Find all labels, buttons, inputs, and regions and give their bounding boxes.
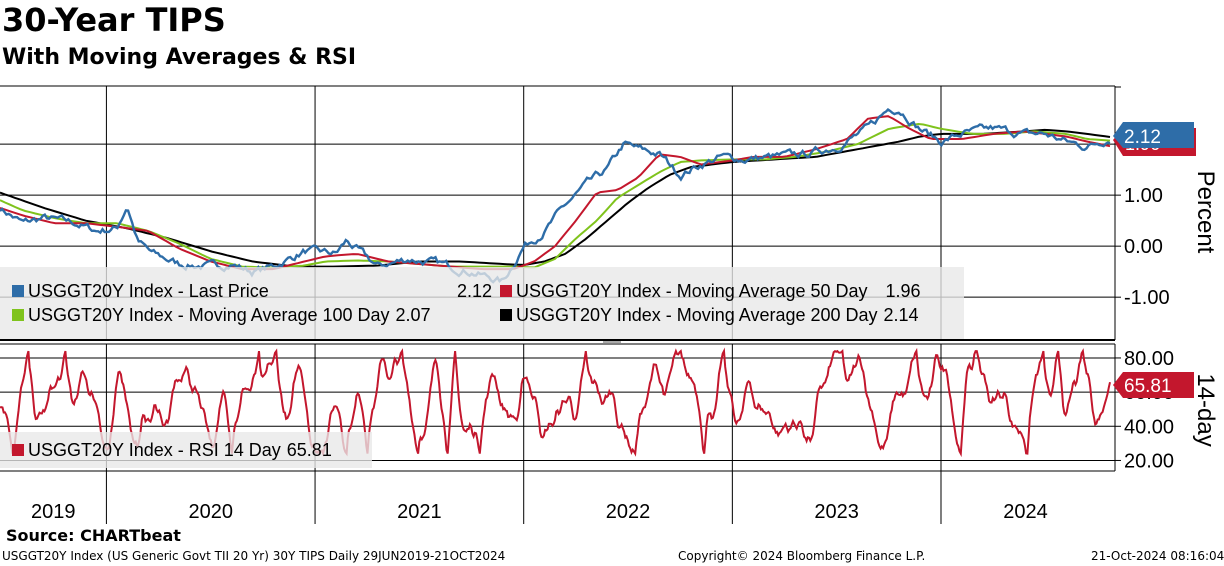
series-line-ma100 [0, 122, 1111, 269]
price-axis-label: Percent [1192, 171, 1219, 254]
price-tick-label-3: -1.00 [1124, 287, 1170, 309]
price-legend: USGGT20Y Index - Last Price 2.12 USGGT20… [0, 267, 964, 339]
legend-item-ma200: USGGT20Y Index - Moving Average 200 Day … [492, 303, 919, 327]
x-tick-label-2020: 2020 [188, 501, 233, 523]
rsi-tag-text: 65.81 [1124, 376, 1172, 397]
series-line-ma50 [0, 115, 1111, 271]
x-tick-label-2022: 2022 [606, 501, 651, 523]
legend-swatch-rsi [12, 444, 24, 456]
legend-label-price: USGGT20Y Index - Last Price [28, 281, 269, 301]
legend-item-ma50: USGGT20Y Index - Moving Average 50 Day 1… [492, 279, 921, 303]
chart-title: 30-Year TIPS [2, 1, 226, 39]
legend-value-rsi: 65.81 [286, 440, 332, 460]
legend-label-rsi: USGGT20Y Index - RSI 14 Day [28, 440, 281, 460]
series-line-rsi [0, 347, 1111, 458]
legend-value-ma50: 1.96 [885, 281, 921, 301]
chart-subtitle: With Moving Averages & RSI [2, 45, 357, 70]
legend-label-ma200: USGGT20Y Index - Moving Average 200 Day [516, 305, 878, 325]
price-tag-text: 2.12 [1124, 127, 1161, 148]
x-tick-label-2019: 2019 [31, 501, 76, 523]
legend-value-ma100: 2.07 [395, 305, 431, 325]
legend-label-ma50: USGGT20Y Index - Moving Average 50 Day [516, 281, 868, 301]
legend-swatch-ma50 [500, 285, 512, 297]
legend-item-ma100: USGGT20Y Index - Moving Average 100 Day … [0, 303, 492, 327]
legend-swatch-price [12, 285, 24, 297]
series-line-price [0, 107, 1111, 284]
footer-timestamp: 21-Oct-2024 08:16:04 [1091, 549, 1224, 563]
x-tick-label-2023: 2023 [814, 501, 859, 523]
legend-value-ma200: 2.14 [883, 305, 919, 325]
legend-label-ma100: USGGT20Y Index - Moving Average 100 Day [28, 305, 390, 325]
rsi-tick-label-2: 40.00 [1124, 416, 1174, 438]
legend-value-price: 2.12 [456, 281, 492, 301]
x-tick-label-2024: 2024 [1003, 501, 1048, 523]
footer-ticker-info: USGGT20Y Index (US Generic Govt TII 20 Y… [2, 549, 506, 563]
legend-swatch-ma100 [12, 309, 24, 321]
rsi-value-tag: 65.81 [1113, 372, 1194, 398]
rsi-tick-label-3: 20.00 [1124, 450, 1174, 472]
x-tick-label-2021: 2021 [397, 501, 442, 523]
legend-item-rsi: USGGT20Y Index - RSI 14 Day 65.81 [0, 438, 332, 462]
legend-swatch-ma200 [500, 309, 512, 321]
source-note: Source: CHARTbeat [6, 526, 181, 545]
rsi-axis-label: 14-day [1192, 373, 1219, 446]
price-tick-label-1: 1.00 [1124, 185, 1163, 207]
price-value-tag: 2.12 [1113, 122, 1194, 148]
legend-item-price: USGGT20Y Index - Last Price 2.12 [0, 279, 492, 303]
rsi-legend: USGGT20Y Index - RSI 14 Day 65.81 [0, 432, 372, 468]
footer-copyright: Copyright© 2024 Bloomberg Finance L.P. [678, 549, 926, 563]
price-tick-label-2: 0.00 [1124, 236, 1163, 258]
rsi-tick-label-0: 80.00 [1124, 348, 1174, 370]
